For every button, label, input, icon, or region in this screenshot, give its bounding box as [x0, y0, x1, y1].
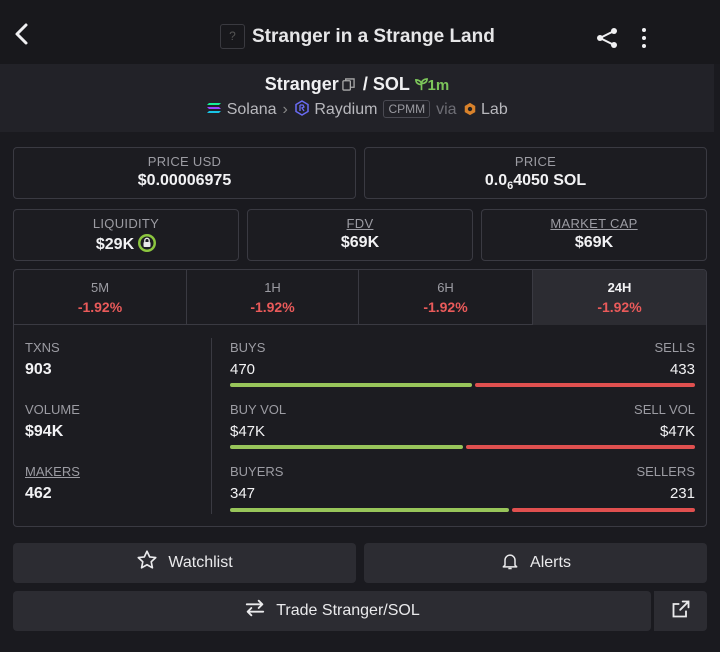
tab-label: 1H: [187, 280, 358, 295]
lab-icon: [463, 102, 477, 116]
tab-24h[interactable]: 24H -1.92%: [533, 270, 706, 325]
trade-label: Trade Stranger/SOL: [276, 602, 419, 619]
copy-icon[interactable]: [342, 78, 355, 91]
buys-label: BUYS: [230, 340, 265, 355]
chain-info: Solana › Raydium CPMM via Lab: [0, 100, 714, 119]
buy-vol-label: BUY VOL: [230, 402, 286, 417]
sells-bar: [475, 383, 695, 387]
fdv-card: FDV $69K: [247, 209, 473, 261]
watchlist-label: Watchlist: [168, 554, 232, 571]
price-card: PRICE 0.064050 SOL: [364, 147, 707, 199]
tab-label: 5M: [14, 280, 186, 295]
sellers-bar: [512, 508, 695, 512]
fdv-value: $69K: [248, 234, 472, 252]
solana-icon: [206, 101, 222, 115]
pair-header: Stranger / SOL 1m Solana › Raydium CPMM via…: [0, 64, 714, 132]
price-value-suffix: 4050 SOL: [513, 172, 586, 189]
makers-label[interactable]: MAKERS: [25, 464, 80, 479]
alerts-button[interactable]: Alerts: [364, 543, 707, 583]
top-bar: ? Stranger in a Strange Land: [0, 0, 720, 64]
dex-type-badge: CPMM: [383, 100, 430, 118]
liquidity-card: LIQUIDITY $29K: [13, 209, 239, 261]
timeframe-tabs: 5M -1.92% 1H -1.92% 6H -1.92% 24H -1.92%: [14, 270, 706, 325]
bell-icon: [500, 551, 520, 571]
tab-change: -1.92%: [359, 299, 532, 315]
tab-change: -1.92%: [533, 299, 706, 315]
buyers-value: 347: [230, 485, 255, 502]
sell-vol-value: $47K: [660, 423, 695, 440]
tab-label: 6H: [359, 280, 532, 295]
market-cap-card: MARKET CAP $69K: [481, 209, 707, 261]
star-icon: [136, 549, 158, 571]
share-icon[interactable]: [595, 26, 619, 50]
sells-value: 433: [670, 361, 695, 378]
txns-value: 903: [25, 361, 52, 379]
market-cap-value: $69K: [482, 234, 706, 252]
seedling-icon: [415, 78, 428, 91]
sell-vol-label: SELL VOL: [634, 402, 695, 417]
tab-6h[interactable]: 6H -1.92%: [359, 270, 533, 325]
buyers-bar: [230, 508, 509, 512]
back-arrow-icon[interactable]: [10, 22, 34, 46]
watchlist-button[interactable]: Watchlist: [13, 543, 356, 583]
dex-name[interactable]: Raydium: [314, 101, 377, 118]
price-usd-card: PRICE USD $0.00006975: [13, 147, 356, 199]
price-value: 0.064050 SOL: [365, 172, 706, 192]
sellers-value: 231: [670, 485, 695, 502]
volume-value: $94K: [25, 423, 63, 441]
stats-panel: 5M -1.92% 1H -1.92% 6H -1.92% 24H -1.92%…: [13, 269, 707, 527]
pair-title: Stranger / SOL 1m: [0, 74, 714, 95]
trade-button[interactable]: Trade Stranger/SOL: [13, 591, 651, 631]
buys-value: 470: [230, 361, 255, 378]
liquidity-label: LIQUIDITY: [14, 216, 238, 231]
pair-separator: /: [363, 74, 368, 94]
pair-age: 1m: [428, 77, 450, 94]
price-label: PRICE: [365, 154, 706, 169]
volume-label: VOLUME: [25, 402, 80, 417]
sell-vol-bar: [466, 445, 695, 449]
tab-label: 24H: [533, 280, 706, 295]
sellers-label: SELLERS: [636, 464, 695, 479]
market-cap-label[interactable]: MARKET CAP: [482, 216, 706, 231]
quote-token: SOL: [373, 74, 410, 94]
sells-label: SELLS: [655, 340, 695, 355]
buy-vol-value: $47K: [230, 423, 265, 440]
liquidity-value-row: $29K: [14, 234, 238, 254]
txns-label: TXNS: [25, 340, 60, 355]
chain-name[interactable]: Solana: [227, 101, 277, 118]
lock-icon[interactable]: [138, 234, 156, 252]
fdv-label[interactable]: FDV: [248, 216, 472, 231]
buy-vol-bar: [230, 445, 463, 449]
page-title: Stranger in a Strange Land: [252, 26, 495, 48]
price-usd-value: $0.00006975: [14, 172, 355, 190]
liquidity-value: $29K: [96, 236, 134, 253]
launchpad-name[interactable]: Lab: [481, 101, 508, 118]
tab-1h[interactable]: 1H -1.92%: [187, 270, 359, 325]
makers-value: 462: [25, 485, 52, 503]
price-value-prefix: 0.0: [485, 172, 507, 189]
raydium-icon: [294, 100, 310, 116]
token-image: ?: [220, 24, 245, 49]
buys-bar: [230, 383, 472, 387]
more-vertical-icon[interactable]: [636, 26, 652, 50]
buyers-label: BUYERS: [230, 464, 283, 479]
price-usd-label: PRICE USD: [14, 154, 355, 169]
via-label: via: [436, 101, 456, 118]
alerts-label: Alerts: [530, 554, 571, 571]
swap-arrows-icon: [244, 597, 266, 619]
base-token[interactable]: Stranger: [265, 74, 339, 94]
tab-5m[interactable]: 5M -1.92%: [14, 270, 187, 325]
tab-change: -1.92%: [187, 299, 358, 315]
column-divider: [211, 338, 212, 514]
tab-change: -1.92%: [14, 299, 186, 315]
external-link-button[interactable]: [653, 591, 707, 631]
chevron-right-icon: ›: [283, 101, 288, 118]
external-link-icon: [671, 599, 691, 619]
